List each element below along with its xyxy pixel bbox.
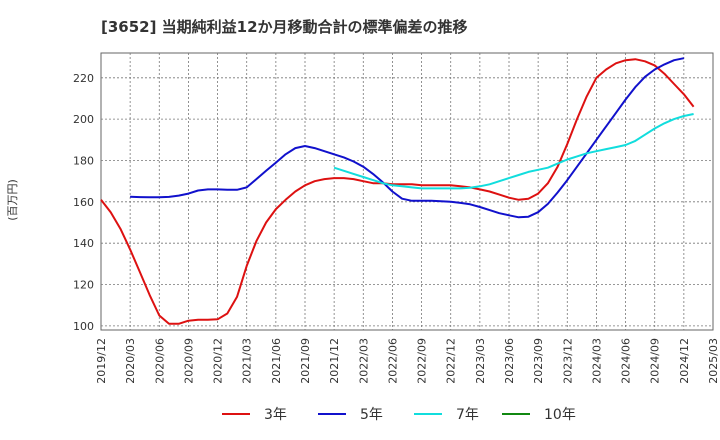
x-tick-label: 2022/09 bbox=[416, 338, 429, 384]
x-tick-label: 2022/12 bbox=[445, 338, 458, 384]
x-tick-label: 2021/12 bbox=[328, 338, 341, 384]
x-tick-label: 2020/03 bbox=[124, 338, 137, 384]
y-tick-label: 120 bbox=[73, 279, 94, 292]
legend-label: 5年 bbox=[360, 407, 383, 423]
legend-label: 7年 bbox=[456, 407, 479, 423]
x-tick-label: 2020/09 bbox=[182, 338, 195, 384]
x-tick-label: 2021/06 bbox=[270, 338, 283, 384]
series-lines bbox=[100, 57, 695, 325]
y-tick-label: 100 bbox=[73, 320, 94, 333]
x-tick-label: 2020/12 bbox=[212, 338, 225, 384]
x-tick-label: 2022/03 bbox=[357, 338, 370, 384]
x-tick-label: 2019/12 bbox=[95, 338, 108, 384]
legend-label: 10年 bbox=[544, 407, 576, 423]
legend-label: 3年 bbox=[264, 407, 287, 423]
plot-area bbox=[100, 52, 714, 331]
x-tick-label: 2020/06 bbox=[153, 338, 166, 384]
y-tick-label: 180 bbox=[73, 154, 94, 167]
x-tick-label: 2021/03 bbox=[241, 338, 254, 384]
series-line bbox=[130, 57, 685, 219]
x-tick-label: 2023/06 bbox=[503, 338, 516, 384]
y-tick-label: 220 bbox=[73, 72, 94, 85]
x-tick-label: 2024/09 bbox=[649, 338, 662, 384]
series-line bbox=[100, 58, 695, 325]
x-tick-label: 2024/03 bbox=[590, 338, 603, 384]
series-line bbox=[333, 113, 694, 190]
x-tick-label: 2022/06 bbox=[386, 338, 399, 384]
y-axis: 100 120 140 160 180 200 220 bbox=[73, 72, 94, 333]
legend: 3年 5年 7年 10年 bbox=[222, 407, 576, 423]
x-tick-label: 2023/09 bbox=[532, 338, 545, 384]
y-tick-label: 140 bbox=[73, 237, 94, 250]
y-tick-label: 200 bbox=[73, 113, 94, 126]
x-tick-label: 2025/03 bbox=[707, 338, 720, 384]
x-tick-label: 2021/09 bbox=[299, 338, 312, 384]
x-tick-label: 2024/06 bbox=[620, 338, 633, 384]
x-tick-label: 2023/12 bbox=[561, 338, 574, 384]
y-axis-label: (百万円) bbox=[6, 179, 19, 221]
chart-title: [3652] 当期純利益12か月移動合計の標準偏差の推移 bbox=[101, 18, 468, 36]
x-axis: 2019/12 2020/03 2020/06 2020/09 2020/12 2021/… bbox=[95, 338, 720, 384]
y-tick-label: 160 bbox=[73, 196, 94, 209]
x-tick-label: 2023/03 bbox=[474, 338, 487, 384]
x-tick-label: 2024/12 bbox=[678, 338, 691, 384]
